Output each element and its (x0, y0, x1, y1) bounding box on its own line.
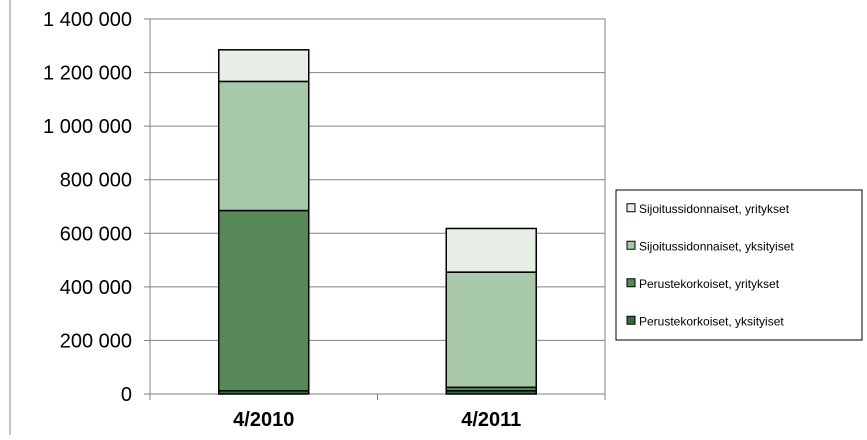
y-tick-label: 1 200 000 (43, 63, 132, 85)
legend-swatch (626, 315, 636, 325)
x-tick-label: 4/2010 (233, 409, 294, 431)
legend-label: Perustekorkoiset, yksityiset (639, 314, 784, 328)
y-tick-label: 400 000 (60, 277, 132, 299)
legend-label: Sijoitussidonnaiset, yritykset (639, 202, 790, 216)
y-tick-label: 800 000 (60, 170, 132, 192)
y-tick-label: 200 000 (60, 330, 132, 352)
legend-box (615, 189, 863, 341)
bar-segment (445, 227, 537, 273)
legend-swatch (626, 240, 636, 250)
y-axis: 0 200 000 400 000 600 000 800 000 1 000 000 1 … (43, 9, 150, 406)
legend-swatch (626, 203, 636, 213)
bars (218, 49, 537, 395)
bar-segment (218, 49, 310, 83)
x-axis: 4/2010 4/2011 (149, 394, 606, 431)
legend-label: Sijoitussidonnaiset, yksityiset (639, 239, 794, 253)
bar-segment (445, 271, 537, 389)
y-tick-label: 600 000 (60, 223, 132, 245)
bar-segment (218, 80, 310, 212)
legend: Sijoitussidonnaiset, yritykset Sijoitussi… (615, 189, 863, 341)
y-tick-label: 1 400 000 (43, 9, 132, 31)
bar-segment (218, 209, 310, 392)
legend-swatch (626, 278, 636, 288)
legend-label: Perustekorkoiset, yritykset (639, 277, 780, 291)
x-tick-label: 4/2011 (461, 409, 521, 431)
y-tick-label: 1 000 000 (43, 116, 132, 138)
y-tick-label: 0 (121, 384, 132, 406)
